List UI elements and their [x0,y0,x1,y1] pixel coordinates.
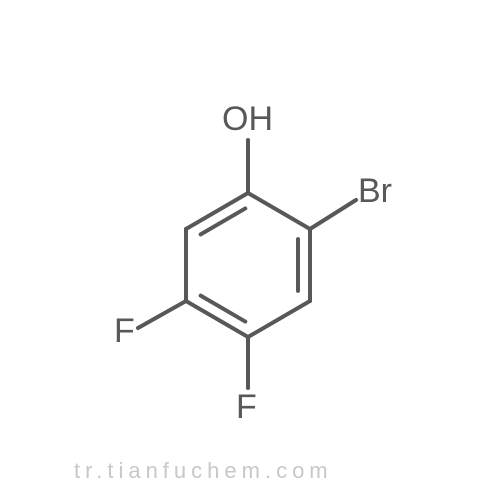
substituent-label-br: Br [358,172,392,211]
substituent-label-f1: F [236,388,257,427]
watermark-text: tr.tianfuchem.com [74,458,333,484]
substituent-label-f2: F [114,312,135,351]
substituent-label-oh: OH [222,100,273,139]
molecule-diagram: OH Br F F tr.tianfuchem.com [0,0,500,500]
